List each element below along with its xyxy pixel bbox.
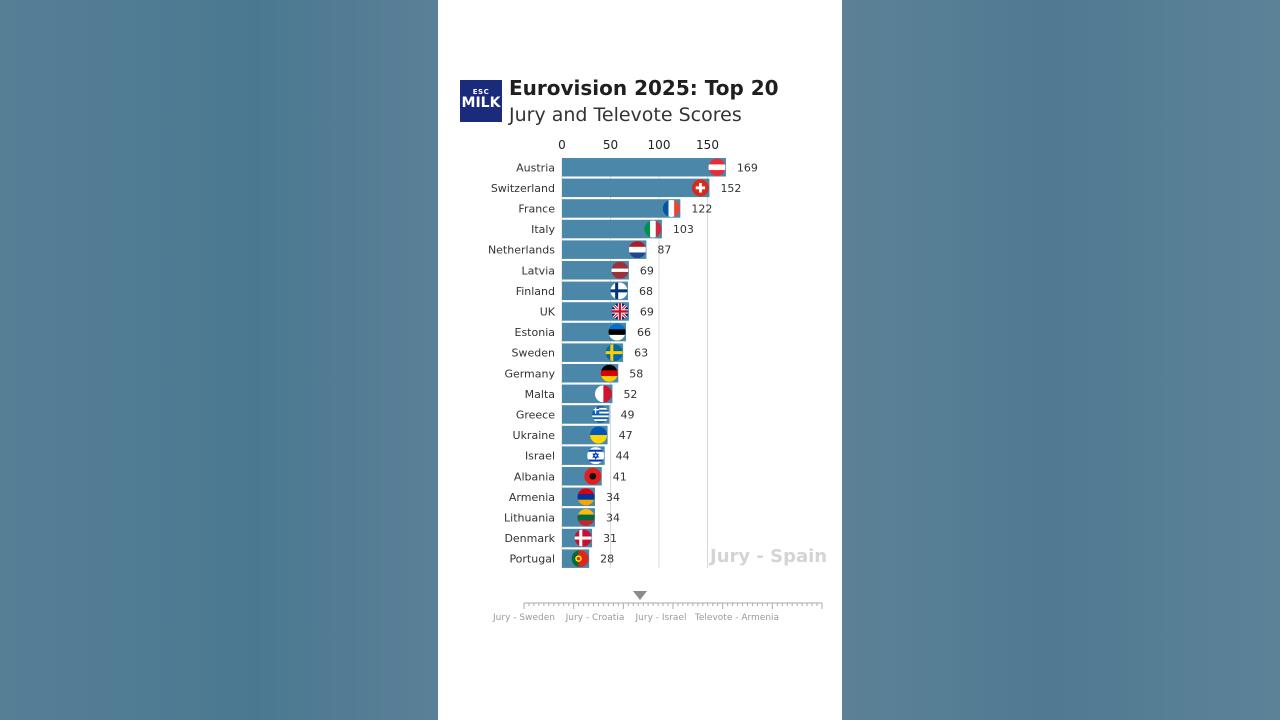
timeline-label: Televote - Armenia xyxy=(694,613,779,623)
flag-icon xyxy=(662,199,680,217)
timeline-slider[interactable]: Jury - Sweden Jury - Croatia Jury - Israel… xyxy=(438,586,842,636)
value-label: 69 xyxy=(640,264,654,277)
bar-chart: 0 50 100 150 Austria 169 Switzerland 152 France 1… xyxy=(488,138,758,568)
category-label: Germany xyxy=(504,367,555,380)
category-label: Lithuania xyxy=(504,511,555,524)
category-label: Ukraine xyxy=(513,429,556,442)
flag-icon xyxy=(708,158,726,176)
value-label: 58 xyxy=(629,367,643,380)
category-label: Switzerland xyxy=(491,182,555,195)
value-label: 122 xyxy=(691,202,712,215)
timeline-label: Jury - Croatia xyxy=(565,613,625,623)
flag-icon xyxy=(592,405,610,423)
flag-icon xyxy=(611,302,629,320)
flag-icon xyxy=(594,385,612,403)
flag-icon xyxy=(608,323,626,341)
category-label: UK xyxy=(540,305,556,318)
frame-label: Jury - Spain xyxy=(710,546,828,567)
flag-icon xyxy=(628,241,646,259)
value-label: 69 xyxy=(640,305,654,318)
timeline-handle[interactable] xyxy=(633,591,647,600)
value-label: 68 xyxy=(639,285,653,298)
category-label: Albania xyxy=(514,470,555,483)
timeline-label: Jury - Israel xyxy=(635,613,687,623)
bar-france xyxy=(562,199,681,218)
value-label: 152 xyxy=(720,182,741,195)
value-label: 87 xyxy=(657,244,671,257)
category-label: Latvia xyxy=(522,264,556,277)
chart-panel: ESC MILK Eurovision 2025: Top 20 Jury an… xyxy=(438,0,842,720)
x-tick-label: 150 xyxy=(696,138,719,152)
flag-icon xyxy=(611,261,629,279)
category-label: Armenia xyxy=(509,491,555,504)
value-label: 47 xyxy=(619,429,633,442)
value-label: 63 xyxy=(634,347,648,360)
flag-icon xyxy=(577,508,595,526)
chart-subtitle: Jury and Televote Scores xyxy=(509,104,742,126)
x-tick-label: 50 xyxy=(603,138,618,152)
chart-title: Eurovision 2025: Top 20 xyxy=(509,76,779,100)
flag-icon xyxy=(574,529,592,547)
flag-icon xyxy=(691,179,709,197)
bar-finland xyxy=(562,281,628,301)
flag-icon xyxy=(644,220,662,238)
category-label: Italy xyxy=(531,223,555,236)
flag-icon xyxy=(610,282,628,300)
logo-small-text: ESC xyxy=(472,88,490,96)
flag-icon xyxy=(600,364,618,382)
bar-switzerland xyxy=(562,178,710,198)
flag-icon xyxy=(584,467,602,485)
category-label: Estonia xyxy=(515,326,556,339)
value-label: 41 xyxy=(613,470,627,483)
bar-italy xyxy=(562,219,662,239)
value-label: 28 xyxy=(600,553,614,566)
flag-icon xyxy=(590,426,608,444)
value-label: 34 xyxy=(606,511,620,524)
bar-austria xyxy=(562,158,726,177)
flag-icon xyxy=(571,550,589,568)
flag-icon xyxy=(605,344,623,362)
category-label: Denmark xyxy=(504,532,555,545)
bar-uk xyxy=(562,302,629,321)
flag-icon xyxy=(587,447,605,465)
category-label: Netherlands xyxy=(488,244,555,257)
bar-latvia xyxy=(562,261,629,280)
logo-main-text: MILK xyxy=(461,95,501,111)
value-label: 44 xyxy=(616,450,630,463)
value-label: 103 xyxy=(673,223,694,236)
value-label: 31 xyxy=(603,532,617,545)
value-label: 52 xyxy=(623,388,637,401)
value-label: 169 xyxy=(737,161,758,174)
value-label: 49 xyxy=(621,408,635,421)
timeline-label: Jury - Sweden xyxy=(492,613,555,623)
category-label: France xyxy=(518,202,555,215)
category-label: Austria xyxy=(516,161,555,174)
x-tick-label: 0 xyxy=(558,138,566,152)
value-label: 34 xyxy=(606,491,620,504)
value-label: 66 xyxy=(637,326,651,339)
category-label: Finland xyxy=(516,285,555,298)
bar-netherlands xyxy=(562,240,647,259)
category-label: Israel xyxy=(525,450,555,463)
esc-milk-logo: ESC MILK xyxy=(460,80,502,122)
x-tick-label: 100 xyxy=(648,138,671,152)
category-label: Greece xyxy=(516,408,555,421)
category-label: Malta xyxy=(525,388,555,401)
category-label: Portugal xyxy=(509,553,555,566)
category-label: Sweden xyxy=(512,347,555,360)
flag-icon xyxy=(577,488,595,506)
